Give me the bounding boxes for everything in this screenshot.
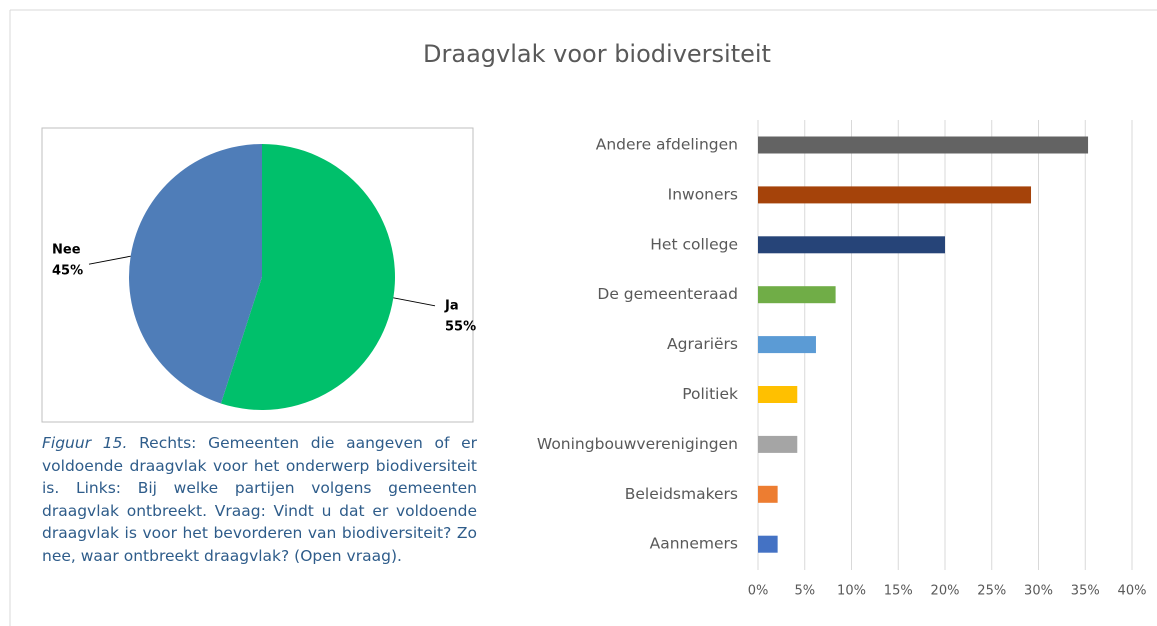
y-tick-label: Beleidsmakers: [625, 485, 738, 503]
x-tick-label: 0%: [748, 584, 769, 599]
bar: [758, 485, 778, 503]
x-tick-label: 15%: [884, 584, 913, 599]
y-tick-label: Inwoners: [668, 185, 738, 203]
caption: Figuur 15. Rechts: Gemeenten die aangeve…: [42, 432, 477, 567]
y-tick-label: De gemeenteraad: [597, 285, 738, 303]
pie-label: Nee: [52, 243, 81, 258]
bar: [758, 236, 945, 254]
leader-line: [88, 255, 131, 265]
pie-label: Ja: [444, 298, 459, 313]
bar: [758, 336, 816, 354]
y-tick-label: Woningbouwverenigingen: [537, 435, 738, 453]
x-tick-label: 35%: [1071, 584, 1100, 599]
y-tick-label: Agrariërs: [667, 335, 738, 353]
leader-line: [393, 297, 436, 307]
y-tick-label: Het college: [650, 235, 738, 253]
x-tick-label: 20%: [931, 584, 960, 599]
bar: [758, 386, 798, 403]
bar: [758, 186, 1032, 204]
x-tick-label: 30%: [1024, 584, 1053, 599]
pie-slice: [220, 144, 395, 410]
bar: [758, 286, 836, 304]
caption-text: Rechts: Gemeenten die aangeven of er vol…: [42, 434, 477, 565]
x-tick-label: 25%: [977, 584, 1006, 599]
chart-title: Draagvlak voor biodiversiteit: [423, 40, 771, 68]
bar: [758, 435, 798, 453]
x-tick-label: 10%: [837, 584, 866, 599]
bar: [758, 535, 778, 553]
caption-label: Figuur 15.: [42, 434, 128, 452]
pie-slice: [129, 144, 262, 404]
y-tick-label: Aannemers: [650, 535, 738, 553]
x-tick-label: 40%: [1118, 584, 1147, 599]
y-tick-label: Politiek: [682, 385, 738, 403]
x-tick-label: 5%: [794, 584, 815, 599]
y-tick-label: Andere afdelingen: [596, 136, 738, 154]
pie-value-label: 55%: [445, 319, 476, 334]
pie-value-label: 45%: [52, 264, 83, 279]
bar: [758, 136, 1089, 154]
